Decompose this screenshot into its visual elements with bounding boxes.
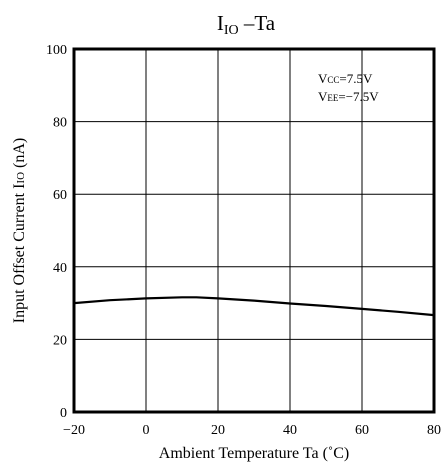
y-axis-label: Input Offset Current IIO (nA) [11, 138, 28, 324]
y-tick-label: 40 [53, 261, 67, 276]
x-tick-label: 60 [355, 423, 369, 438]
y-tick-label: 20 [53, 333, 67, 348]
y-tick-label: 80 [53, 116, 67, 131]
x-tick-label: −20 [63, 423, 85, 438]
plot-frame [72, 47, 436, 414]
chart-title: IIO –Ta [217, 11, 276, 38]
x-axis-ticks: −20 0 20 40 60 80 [63, 423, 441, 438]
x-tick-label: 20 [211, 423, 225, 438]
x-tick-label: 40 [283, 423, 297, 438]
y-axis-ticks: 0 20 40 60 80 100 [46, 43, 67, 421]
x-tick-label: 80 [427, 423, 441, 438]
annotation-vee: VEE=−7.5V [318, 89, 379, 104]
series-line [73, 296, 435, 317]
y-tick-label: 60 [53, 188, 67, 203]
x-tick-label: 0 [143, 423, 150, 438]
y-tick-label: 100 [46, 43, 67, 58]
series-layer [73, 296, 435, 317]
x-axis-label: Ambient Temperature Ta (˚C) [159, 445, 349, 462]
y-tick-label: 0 [60, 406, 67, 421]
grid [74, 49, 434, 412]
annotation-vcc: VCC=7.5V [318, 71, 373, 86]
